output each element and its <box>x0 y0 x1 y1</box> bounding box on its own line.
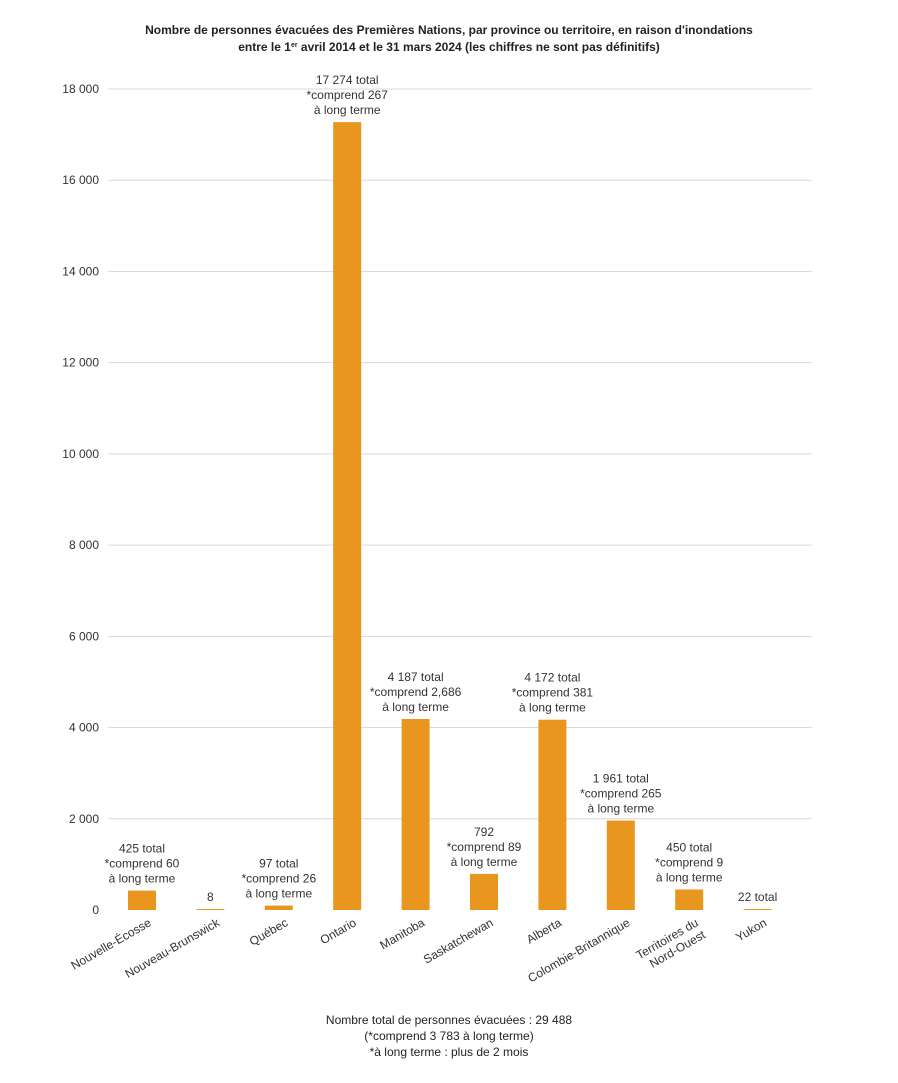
x-tick-label: Manitoba <box>377 915 427 952</box>
y-tick-label: 4 000 <box>69 721 99 735</box>
y-axis-ticks: 0 2 000 4 000 6 000 8 000 10 000 12 000 14 000 1… <box>62 82 99 917</box>
y-tick-label: 6 000 <box>69 629 99 643</box>
chart-title-line2: entre le 1er avril 2014 et le 31 mars 20… <box>0 39 898 56</box>
y-tick-label: 2 000 <box>69 812 99 826</box>
data-label: 17 274 total *comprend 267 à long terme <box>307 73 389 117</box>
footer-long-term-total: (*comprend 3 783 à long terme) <box>364 1029 534 1043</box>
y-tick-label: 10 000 <box>62 447 99 461</box>
data-label: 1 961 total *comprend 265 à long terme <box>580 772 662 816</box>
y-tick-label: 16 000 <box>62 173 99 187</box>
bar <box>538 719 567 910</box>
data-label: 8 <box>207 890 214 904</box>
y-tick-label: 18 000 <box>62 82 99 96</box>
footer-definition: *à long terme : plus de 2 mois <box>369 1045 529 1059</box>
y-tick-label: 14 000 <box>62 264 99 278</box>
bar <box>470 873 498 910</box>
bar <box>264 905 293 910</box>
chart-title-line2-suffix: avril 2014 et le 31 mars 2024 (les chiff… <box>297 40 660 54</box>
bar-chart: 0 2 000 4 000 6 000 8 000 10 000 12 000 14 000 1… <box>62 73 812 985</box>
data-labels: 425 total *comprend 60 à long terme 8 97 tot… <box>105 73 778 904</box>
chart-title-superscript: er <box>290 42 298 49</box>
bar <box>401 719 430 910</box>
bar <box>606 820 635 910</box>
data-label: 4 172 total *comprend 381 à long terme <box>512 671 594 715</box>
y-tick-label: 0 <box>92 903 99 917</box>
footer-total: Nombre total de personnes évacuées : 29 … <box>325 1013 573 1027</box>
chart-title: Nombre de personnes évacuées des Premièr… <box>0 22 898 56</box>
bar <box>675 889 704 910</box>
y-tick-label: 8 000 <box>69 538 99 552</box>
x-tick-label: Québec <box>247 915 290 948</box>
bar <box>128 890 156 910</box>
data-label: 22 total <box>738 890 777 904</box>
chart-title-line2-prefix: entre le 1 <box>238 40 291 54</box>
chart-footer: Nombre total de personnes évacuées : 29 … <box>0 1012 898 1060</box>
bars <box>128 122 772 911</box>
bar <box>333 122 362 911</box>
bar <box>196 909 225 910</box>
x-tick-label: Territoires duNord-Ouest <box>634 915 709 974</box>
chart-title-line1: Nombre de personnes évacuées des Premièr… <box>145 23 753 37</box>
y-tick-label: 12 000 <box>62 356 99 370</box>
gridlines <box>108 88 812 820</box>
data-label: 425 total *comprend 60 à long terme <box>105 842 180 886</box>
data-label: 97 total *comprend 26 à long terme <box>241 857 316 901</box>
x-tick-label: Yukon <box>733 915 769 944</box>
data-label: 4 187 total *comprend 2,686 à long terme <box>370 670 462 714</box>
bar <box>743 908 772 910</box>
data-label: 792 *comprend 89 à long terme <box>447 825 522 869</box>
x-tick-label: Saskatchewan <box>421 915 496 966</box>
x-tick-label: Alberta <box>524 915 564 946</box>
x-tick-label: Ontario <box>318 915 359 947</box>
